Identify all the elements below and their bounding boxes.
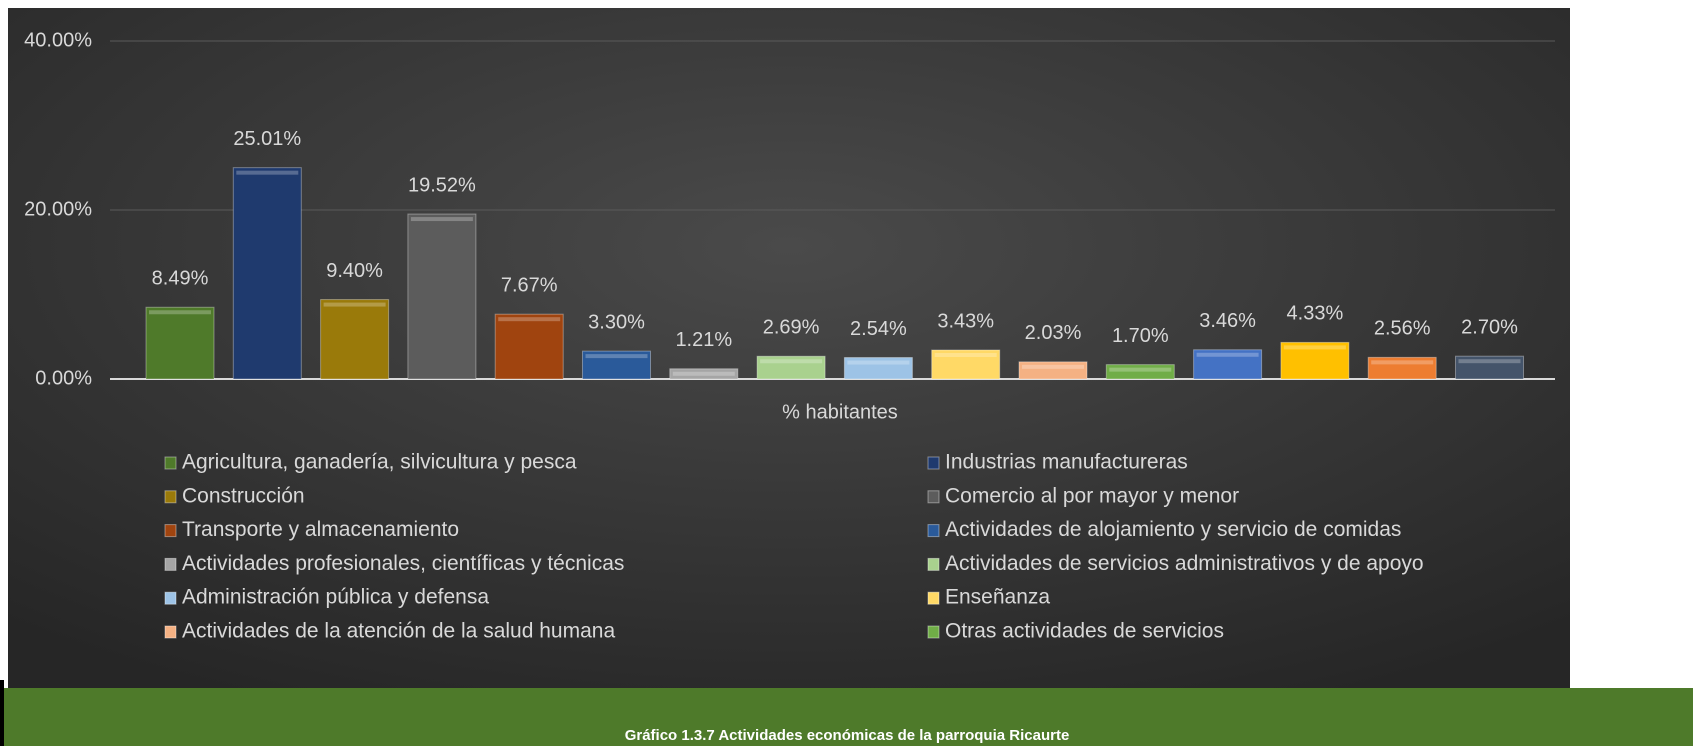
y-tick-label: 20.00% bbox=[24, 198, 92, 220]
legend-label: Comercio al por mayor y menor bbox=[945, 484, 1239, 507]
legend-swatch bbox=[164, 591, 177, 605]
bar bbox=[1367, 356, 1437, 380]
bar-bevel bbox=[934, 353, 997, 358]
bar-bevel bbox=[236, 170, 299, 175]
bar-bevel bbox=[847, 360, 910, 365]
bar-bevel bbox=[1371, 360, 1434, 365]
bar bbox=[756, 355, 826, 380]
legend-swatch bbox=[164, 524, 177, 538]
legend-label: Actividades de servicios administrativos… bbox=[945, 552, 1424, 575]
bar bbox=[232, 167, 302, 380]
legend-swatch bbox=[927, 591, 940, 605]
data-label: 2.54% bbox=[850, 318, 907, 340]
bar bbox=[407, 213, 477, 380]
legend-swatch bbox=[164, 557, 177, 571]
bar-bevel bbox=[1196, 352, 1259, 357]
legend-swatch bbox=[927, 490, 940, 504]
bar bbox=[145, 306, 215, 380]
data-label: 4.33% bbox=[1287, 303, 1344, 325]
data-label: 19.52% bbox=[408, 174, 476, 196]
bar bbox=[320, 299, 390, 380]
x-category-label: % habitantes bbox=[782, 401, 898, 423]
bar bbox=[494, 313, 564, 380]
bar-bevel bbox=[1283, 345, 1346, 350]
legend-label: Administración pública y defensa bbox=[182, 586, 489, 609]
bar bbox=[1105, 364, 1175, 380]
bar-bevel bbox=[149, 310, 211, 315]
bar bbox=[931, 349, 1001, 380]
legend-label: Construcción bbox=[182, 484, 305, 507]
bar bbox=[582, 350, 651, 380]
bar-bevel bbox=[323, 302, 386, 307]
bar-bevel bbox=[410, 217, 473, 222]
legend-swatch bbox=[927, 524, 940, 538]
data-label: 2.03% bbox=[1025, 322, 1082, 344]
y-tick-label: 0.00% bbox=[35, 367, 92, 389]
bar-bevel bbox=[1458, 359, 1521, 364]
data-label: 3.30% bbox=[588, 311, 645, 333]
legend-label: Enseñanza bbox=[945, 586, 1050, 609]
legend-label: Industrias manufactureras bbox=[945, 451, 1188, 474]
data-label: 3.46% bbox=[1199, 310, 1256, 332]
legend-label: Actividades profesionales, científicas y… bbox=[182, 552, 624, 575]
data-label: 25.01% bbox=[233, 128, 301, 150]
bar bbox=[1455, 355, 1524, 380]
bar-bevel bbox=[1109, 367, 1172, 372]
data-label: 1.70% bbox=[1112, 325, 1169, 347]
y-tick-label: 40.00% bbox=[24, 29, 92, 51]
legend-label: Transporte y almacenamiento bbox=[182, 518, 459, 541]
bar bbox=[669, 368, 739, 380]
bar bbox=[1193, 349, 1263, 380]
legend-swatch bbox=[164, 490, 177, 504]
caption: Gráfico 1.3.7 Actividades económicas de … bbox=[625, 727, 1070, 744]
data-label: 2.69% bbox=[763, 317, 820, 339]
legend-label: Actividades de alojamiento y servicio de… bbox=[945, 518, 1401, 541]
data-label: 7.67% bbox=[501, 274, 558, 296]
data-label: 9.40% bbox=[326, 260, 383, 282]
legend-label: Agricultura, ganadería, silvicultura y p… bbox=[182, 451, 577, 474]
data-label: 8.49% bbox=[152, 268, 209, 290]
legend-swatch bbox=[927, 456, 940, 470]
left-edge bbox=[0, 680, 4, 746]
data-label: 1.21% bbox=[675, 329, 732, 351]
data-label: 3.43% bbox=[937, 310, 994, 332]
data-label: 2.56% bbox=[1374, 318, 1431, 340]
bar bbox=[1018, 361, 1088, 380]
bar bbox=[1280, 341, 1350, 380]
bar-bevel bbox=[498, 317, 561, 322]
caption-band bbox=[0, 688, 1693, 746]
bar-bevel bbox=[585, 354, 648, 359]
data-label: 2.70% bbox=[1461, 316, 1518, 338]
legend-swatch bbox=[927, 557, 940, 571]
bar-bevel bbox=[1022, 364, 1084, 369]
legend-swatch bbox=[164, 456, 177, 470]
legend-label: Actividades de la atención de la salud h… bbox=[182, 620, 615, 643]
legend-swatch bbox=[164, 625, 177, 639]
legend-label: Otras actividades de servicios bbox=[945, 620, 1224, 643]
bar-bevel bbox=[672, 371, 735, 376]
legend-swatch bbox=[927, 625, 940, 639]
bar-bevel bbox=[760, 359, 823, 364]
bar bbox=[843, 357, 913, 380]
